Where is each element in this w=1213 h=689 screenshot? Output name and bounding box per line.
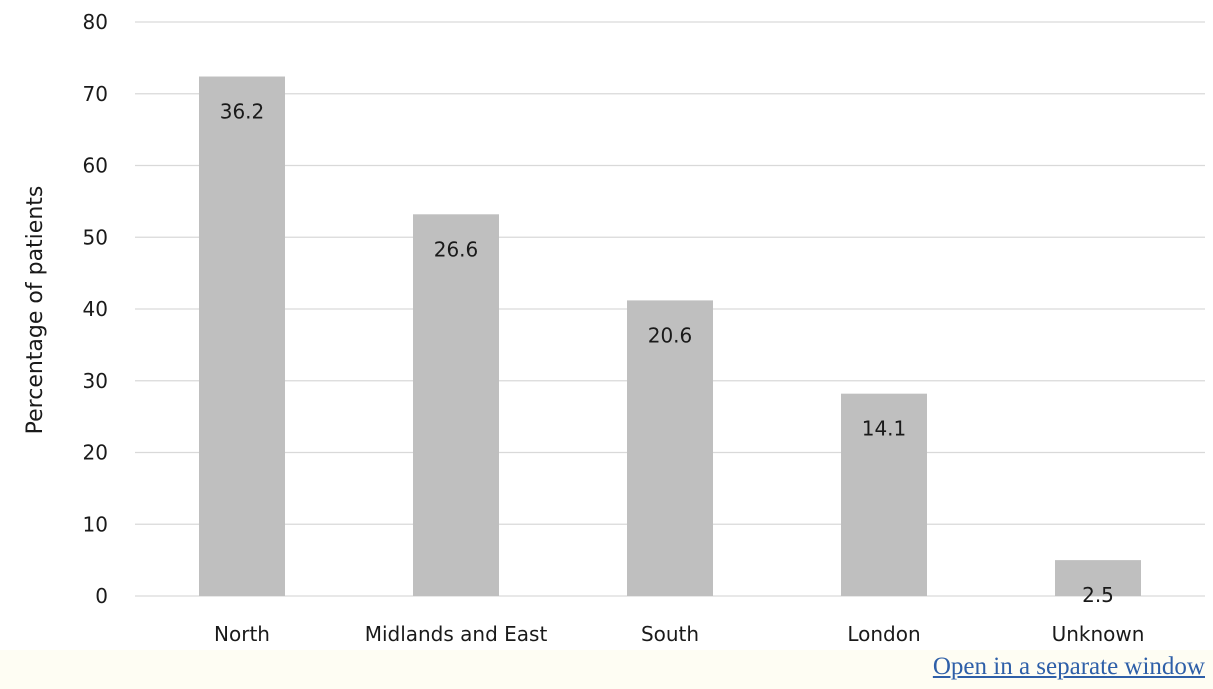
data-label: 36.2 xyxy=(220,100,265,124)
data-label: 26.6 xyxy=(434,237,479,261)
y-tick-label: 30 xyxy=(83,369,108,393)
y-tick-label: 80 xyxy=(83,10,108,34)
y-axis-title: Percentage of patients xyxy=(23,186,48,435)
bar-unknown xyxy=(1055,560,1141,596)
bar-chart: 0 10 20 30 40 50 60 70 80 North Midlands and East… xyxy=(0,0,1213,650)
x-category-label: Midlands and East xyxy=(365,622,548,646)
y-tick-label: 20 xyxy=(83,441,108,465)
figure-footer: Open in a separate window xyxy=(0,650,1213,689)
bar-midlands-and-east xyxy=(413,214,499,597)
open-in-separate-window-link[interactable]: Open in a separate window xyxy=(932,653,1205,680)
y-tick-label: 40 xyxy=(83,297,108,321)
data-label: 14.1 xyxy=(862,417,907,441)
y-tick-label: 50 xyxy=(83,225,108,249)
x-axis-categories: North Midlands and East South London Unknown xyxy=(214,622,1144,646)
bar-layer xyxy=(199,76,1141,597)
y-tick-label: 10 xyxy=(83,512,108,536)
data-labels: 36.2 26.6 20.6 14.1 2.5 xyxy=(220,100,1114,608)
y-tick-label: 60 xyxy=(83,154,108,178)
x-category-label: Unknown xyxy=(1052,622,1145,646)
data-label: 2.5 xyxy=(1082,583,1114,607)
y-tick-label: 0 xyxy=(95,584,108,608)
bar-north xyxy=(199,76,285,596)
chart-canvas: 0 10 20 30 40 50 60 70 80 North Midlands and East… xyxy=(23,10,1205,646)
bar-london xyxy=(841,393,927,596)
x-category-label: London xyxy=(847,622,920,646)
y-axis-ticks: 0 10 20 30 40 50 60 70 80 xyxy=(83,10,108,608)
x-category-label: South xyxy=(641,622,699,646)
bar-south xyxy=(627,300,713,596)
x-category-label: North xyxy=(214,622,270,646)
y-tick-label: 70 xyxy=(83,82,108,106)
data-label: 20.6 xyxy=(648,323,693,347)
